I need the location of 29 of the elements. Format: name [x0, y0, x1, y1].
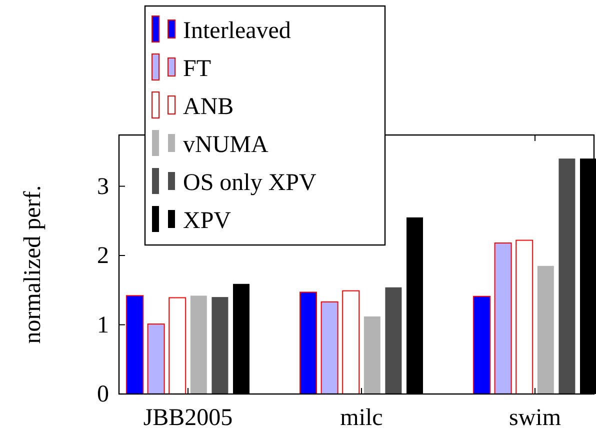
bar — [126, 295, 144, 394]
y-tick-label: 3 — [97, 174, 109, 200]
legend-label: ANB — [183, 94, 234, 120]
bar — [537, 266, 554, 394]
bar — [168, 297, 186, 394]
y-axis-title: normalized perf. — [20, 185, 46, 344]
legend-label: vNUMA — [183, 132, 270, 158]
bar — [516, 240, 534, 394]
bar — [190, 296, 207, 394]
bar — [385, 287, 402, 394]
legend-label: FT — [183, 56, 212, 82]
y-tick-label: 1 — [97, 312, 109, 338]
x-tick-label: milc — [340, 405, 383, 432]
legend-label: XPV — [183, 208, 232, 234]
bar — [364, 316, 380, 394]
y-tick-label: 2 — [97, 243, 109, 270]
y-tick-label: 0 — [97, 382, 109, 408]
x-tick-label: JBB2005 — [143, 405, 233, 432]
bar — [320, 301, 338, 394]
legend-label: Interleaved — [183, 18, 291, 44]
x-tick-label: swim — [508, 405, 562, 432]
bar — [494, 242, 512, 394]
legend-label: OS only XPV — [183, 170, 318, 196]
bar — [473, 296, 490, 394]
bar — [342, 290, 360, 394]
bar — [300, 292, 317, 394]
bar — [212, 297, 228, 394]
bar — [558, 158, 576, 394]
bar — [147, 324, 165, 394]
